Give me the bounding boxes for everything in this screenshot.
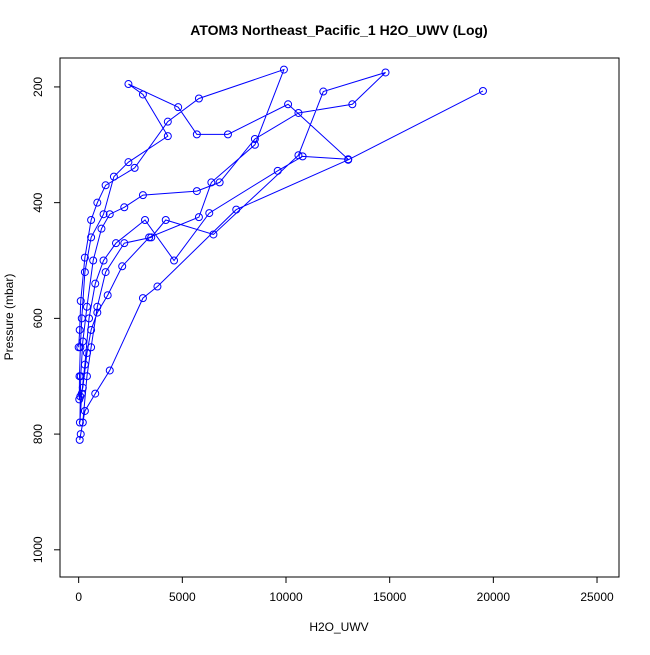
data-point bbox=[76, 297, 85, 306]
data-point bbox=[82, 349, 91, 358]
data-point bbox=[75, 395, 84, 404]
data-point bbox=[161, 216, 170, 225]
data-point bbox=[279, 65, 288, 74]
x-axis-label: H2O_UWV bbox=[309, 620, 368, 634]
data-point bbox=[120, 239, 129, 248]
data-point bbox=[145, 233, 154, 242]
y-tick-label: 200 bbox=[31, 77, 45, 97]
data-point bbox=[381, 68, 390, 77]
x-tick-label: 0 bbox=[75, 590, 82, 604]
data-point bbox=[76, 430, 85, 439]
data-point bbox=[87, 343, 96, 352]
data-point bbox=[77, 314, 86, 323]
data-point bbox=[118, 262, 127, 271]
data-point bbox=[93, 198, 102, 207]
data-point bbox=[478, 86, 487, 95]
data-point bbox=[124, 80, 133, 89]
data-point bbox=[91, 389, 100, 398]
data-point bbox=[294, 151, 303, 160]
data-point bbox=[120, 203, 129, 212]
data-point bbox=[93, 302, 102, 311]
data-point bbox=[174, 103, 183, 112]
data-point bbox=[80, 253, 89, 262]
data-point bbox=[294, 108, 303, 117]
data-point bbox=[111, 239, 120, 248]
data-point bbox=[101, 268, 110, 277]
data-point bbox=[194, 213, 203, 222]
data-point bbox=[78, 418, 87, 427]
plot-area bbox=[74, 65, 487, 444]
y-tick-label: 600 bbox=[31, 308, 45, 328]
data-point bbox=[80, 268, 89, 277]
x-tick-label: 5000 bbox=[169, 590, 196, 604]
data-point bbox=[319, 87, 328, 96]
x-tick-label: 10000 bbox=[269, 590, 303, 604]
data-point bbox=[223, 130, 232, 139]
series-line bbox=[78, 68, 484, 440]
data-point bbox=[109, 172, 118, 181]
data-point bbox=[215, 178, 224, 187]
data-point bbox=[87, 325, 96, 334]
data-point bbox=[138, 191, 147, 200]
data-point bbox=[192, 130, 201, 139]
data-point bbox=[97, 224, 106, 233]
x-tick-label: 15000 bbox=[373, 590, 407, 604]
data-point bbox=[194, 94, 203, 103]
data-point bbox=[74, 343, 83, 352]
data-point bbox=[232, 205, 241, 214]
data-point bbox=[138, 294, 147, 303]
data-point bbox=[205, 209, 214, 218]
data-point bbox=[93, 308, 102, 317]
data-point bbox=[284, 100, 293, 109]
data-point bbox=[75, 325, 84, 334]
data-point bbox=[141, 216, 150, 225]
data-point bbox=[99, 210, 108, 219]
chart-title: ATOM3 Northeast_Pacific_1 H2O_UWV (Log) bbox=[190, 22, 487, 38]
data-point bbox=[80, 406, 89, 415]
data-point bbox=[103, 291, 112, 300]
data-point bbox=[163, 117, 172, 126]
data-point bbox=[91, 279, 100, 288]
y-tick-label: 400 bbox=[31, 192, 45, 212]
y-tick-label: 800 bbox=[31, 424, 45, 444]
data-point bbox=[75, 435, 84, 444]
data-point bbox=[78, 383, 87, 392]
data-point bbox=[105, 366, 114, 375]
x-tick-label: 20000 bbox=[477, 590, 511, 604]
data-point bbox=[89, 256, 98, 265]
x-tick-label: 25000 bbox=[580, 590, 614, 604]
data-point bbox=[298, 152, 307, 161]
data-point bbox=[75, 418, 84, 427]
data-point bbox=[192, 187, 201, 196]
data-point bbox=[147, 233, 156, 242]
data-point bbox=[105, 210, 114, 219]
data-point bbox=[80, 360, 89, 369]
y-axis-label: Pressure (mbar) bbox=[2, 274, 16, 361]
data-point bbox=[153, 282, 162, 291]
data-point bbox=[75, 372, 84, 381]
data-point bbox=[130, 163, 139, 172]
data-point bbox=[124, 158, 133, 167]
data-point bbox=[82, 302, 91, 311]
y-tick-label: 1000 bbox=[31, 536, 45, 563]
data-point bbox=[273, 166, 282, 175]
data-point bbox=[250, 135, 259, 144]
data-point bbox=[344, 155, 353, 164]
data-point bbox=[163, 132, 172, 141]
data-point bbox=[101, 181, 110, 190]
data-point bbox=[250, 140, 259, 149]
data-point bbox=[170, 256, 179, 265]
data-point bbox=[207, 178, 216, 187]
data-point bbox=[209, 230, 218, 239]
data-point bbox=[348, 100, 357, 109]
data-point bbox=[99, 256, 108, 265]
data-point bbox=[87, 216, 96, 225]
data-point bbox=[87, 233, 96, 242]
data-point bbox=[138, 90, 147, 99]
plot-frame bbox=[59, 57, 620, 578]
